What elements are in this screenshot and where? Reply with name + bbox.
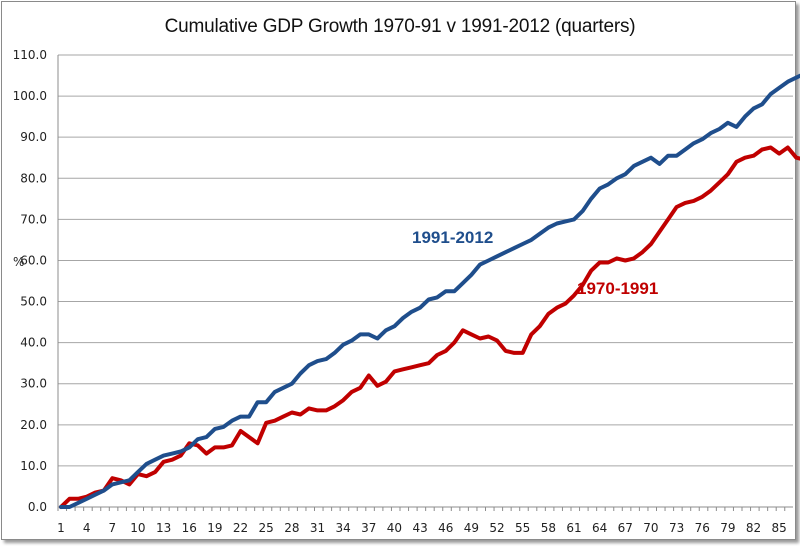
x-tick-label: 43 [412,521,427,535]
x-tick-label: 7 [108,521,116,535]
x-tick-label: 70 [643,521,658,535]
chart-title: Cumulative GDP Growth 1970-91 v 1991-201… [164,16,636,37]
x-tick-label: 49 [464,521,479,535]
x-tick-label: 79 [720,521,735,535]
y-tick-label: 10.0 [20,459,47,473]
series-line-1991-2012 [59,73,800,509]
series-label-1991-2012: 1991-2012 [412,228,493,247]
x-tick-label: 4 [83,521,91,535]
y-tick-label: 20.0 [20,418,47,432]
x-tick-label: 82 [746,521,761,535]
gridlines [58,54,793,467]
x-tick-label: 76 [695,521,710,535]
x-tick-label: 58 [541,521,556,535]
x-tick-label: 46 [438,521,453,535]
y-axis-label: % [13,255,24,269]
x-tick-label: 73 [669,521,684,535]
x-tick-label: 31 [310,521,325,535]
y-tick-label: 50.0 [20,295,47,309]
series-label-1970-1991: 1970-1991 [577,279,658,298]
x-tick-label: 34 [336,521,351,535]
y-tick-label: 60.0 [20,253,47,267]
x-tick-label: 1 [57,521,65,535]
x-axis: 1 4 7 10 13 16 19 22 25 28 31 34 37 40 43 46 49 52 55 58 61 6… [57,506,793,535]
x-tick-label: 40 [387,521,402,535]
y-tick-label: 70.0 [20,212,47,226]
x-tick-label: 28 [284,521,299,535]
x-tick-label: 10 [130,521,145,535]
x-tick-label: 61 [566,521,581,535]
x-tick-label: 13 [156,521,171,535]
y-tick-label: 100.0 [13,89,47,103]
x-tick-label: 85 [772,521,787,535]
x-tick-label: 16 [182,521,197,535]
x-tick-label: 22 [233,521,248,535]
y-tick-label: 110.0 [13,48,47,62]
y-tick-label: 80.0 [20,171,47,185]
y-tick-label: 90.0 [20,130,47,144]
y-tick-label: 40.0 [20,336,47,350]
series-lines [59,73,800,509]
x-tick-label: 52 [489,521,504,535]
x-tick-label: 19 [207,521,222,535]
y-axis: 0.0 10.0 20.0 30.0 40.0 50.0 60.0 70.0 80.0 90.0 1… [13,48,59,514]
y-tick-label: 30.0 [20,377,47,391]
x-tick-label: 25 [259,521,274,535]
y-tick-label: 0.0 [28,500,47,514]
x-tick-label: 55 [515,521,530,535]
x-tick-label: 67 [618,521,633,535]
x-tick-label: 37 [361,521,376,535]
x-tick-label: 64 [592,521,607,535]
